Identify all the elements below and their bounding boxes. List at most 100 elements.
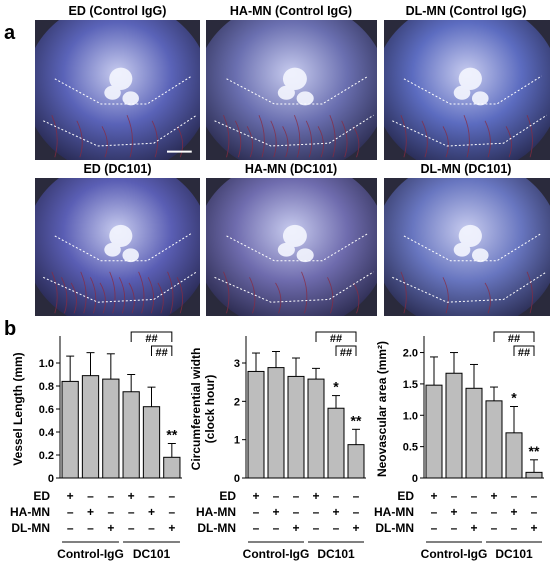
condition-sign: – xyxy=(67,505,74,519)
condition-sign: – xyxy=(531,505,538,519)
photo-title-ed-dc101: ED (DC101) xyxy=(83,162,152,176)
bar xyxy=(465,387,483,479)
hash-label: ## xyxy=(508,333,520,345)
y-axis-label: Circumferential width(clock hour) xyxy=(189,348,217,471)
bar-chart-circumferential-width: Circumferential width(clock hour) 0 1 2 3 * **… xyxy=(186,322,376,566)
condition-row-label: ED xyxy=(219,489,236,503)
eye-photo-ed-control xyxy=(35,20,200,160)
condition-sign: + xyxy=(312,489,319,503)
significance-star: ** xyxy=(166,427,177,443)
condition-sign: – xyxy=(333,521,340,535)
bar xyxy=(307,378,325,479)
condition-sign: – xyxy=(148,489,155,503)
condition-sign: – xyxy=(333,489,340,503)
panel-label-b: b xyxy=(4,318,17,340)
panel-label-a: a xyxy=(4,22,16,44)
significance-star: * xyxy=(511,389,517,405)
condition-sign: – xyxy=(253,505,260,519)
chart-svg: Vessel Length (mm) 0 0.2 0.4 0.6 0.8 1.0 ** ## ##… xyxy=(10,331,182,561)
group-label: DC101 xyxy=(317,547,355,561)
condition-sign: – xyxy=(531,489,538,503)
y-tick-label: 1 xyxy=(234,435,240,447)
condition-sign: + xyxy=(352,521,359,535)
condition-sign: + xyxy=(292,521,299,535)
condition-sign: – xyxy=(511,489,518,503)
bar-chart-vessel-length: Vessel Length (mm) 0 0.2 0.4 0.6 0.8 1.0 ** ## ##… xyxy=(0,322,192,566)
bar xyxy=(122,391,140,479)
bar xyxy=(247,370,265,479)
bar xyxy=(525,471,543,479)
bar xyxy=(327,407,345,479)
bar xyxy=(485,400,503,479)
condition-sign: – xyxy=(128,505,135,519)
bar xyxy=(142,406,161,479)
y-tick-label: 0 xyxy=(234,473,240,485)
condition-sign: + xyxy=(67,489,74,503)
y-axis-label: Neovascular area (mm²) xyxy=(375,341,389,477)
condition-sign: – xyxy=(491,505,498,519)
condition-sign: + xyxy=(252,489,259,503)
condition-sign: – xyxy=(313,505,320,519)
significance-star: ** xyxy=(529,443,540,459)
condition-sign: + xyxy=(107,521,114,535)
condition-row-label: ED xyxy=(397,489,414,503)
bar xyxy=(163,456,181,479)
condition-sign: – xyxy=(148,521,155,535)
condition-sign: – xyxy=(107,505,114,519)
bar xyxy=(425,384,443,479)
eye-photo-dlmn-control xyxy=(384,20,550,160)
condition-sign: – xyxy=(67,521,74,535)
eye-photo-dlmn-dc101 xyxy=(384,178,550,316)
hash-label: ## xyxy=(145,333,157,345)
photo-title-ed-control: ED (Control IgG) xyxy=(68,4,167,18)
condition-sign: + xyxy=(510,505,517,519)
condition-sign: – xyxy=(87,521,94,535)
y-tick-label: 2.0 xyxy=(403,348,418,360)
hash-bracket xyxy=(151,345,173,356)
hash-label: ## xyxy=(518,347,530,359)
hash-bracket xyxy=(493,331,535,342)
condition-sign: – xyxy=(431,505,438,519)
condition-sign: + xyxy=(430,489,437,503)
condition-sign: – xyxy=(451,521,458,535)
group-label: DC101 xyxy=(133,547,171,561)
condition-sign: – xyxy=(168,505,175,519)
y-tick-label: 0.8 xyxy=(39,381,54,393)
chart-svg: Neovascular area (mm²)00.51.01.52.0***##… xyxy=(374,331,544,561)
condition-sign: + xyxy=(530,521,537,535)
bar xyxy=(61,380,79,479)
y-axis-label: Vessel Length (mm) xyxy=(11,352,25,465)
condition-sign: + xyxy=(168,521,175,535)
hash-bracket xyxy=(130,331,173,342)
chart-svg: Circumferential width(clock hour)0123***… xyxy=(189,331,366,561)
condition-sign: – xyxy=(293,489,300,503)
photo-title-dlmn-control: DL-MN (Control IgG) xyxy=(405,4,527,18)
condition-sign: – xyxy=(353,489,360,503)
hash-bracket xyxy=(335,345,357,356)
condition-row-label: DL-MN xyxy=(375,521,414,535)
condition-sign: + xyxy=(470,521,477,535)
photo-title-hamn-control: HA-MN (Control IgG) xyxy=(229,4,353,18)
bar xyxy=(505,432,523,479)
eye-photo-hamn-dc101 xyxy=(206,178,377,316)
bar xyxy=(102,378,120,479)
y-tick-label: 0.6 xyxy=(39,404,54,416)
hash-bracket xyxy=(315,331,357,342)
condition-row-label: HA-MN xyxy=(10,505,50,519)
group-label: Control-IgG xyxy=(421,547,488,561)
condition-sign: – xyxy=(451,489,458,503)
hash-label: ## xyxy=(340,347,352,359)
y-tick-label: 1.5 xyxy=(403,379,418,391)
condition-sign: – xyxy=(471,505,478,519)
y-tick-label: 0.2 xyxy=(39,450,54,462)
bar xyxy=(287,375,305,479)
y-tick-label: 2 xyxy=(234,396,240,408)
condition-sign: – xyxy=(313,521,320,535)
bar xyxy=(267,367,285,479)
group-label: Control-IgG xyxy=(57,547,124,561)
condition-row-label: ED xyxy=(33,489,50,503)
y-tick-label: 0 xyxy=(48,473,54,485)
group-label: Control-IgG xyxy=(243,547,310,561)
y-tick-label: 0.5 xyxy=(403,442,418,454)
condition-sign: – xyxy=(293,505,300,519)
